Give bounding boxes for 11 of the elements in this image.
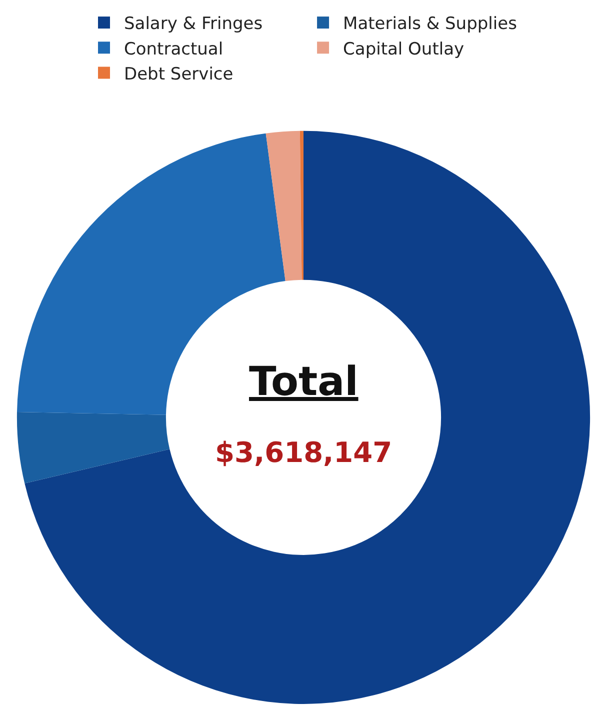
legend-label: Capital Outlay (343, 39, 464, 60)
legend-label: Salary & Fringes (124, 14, 263, 34)
donut-slice (300, 130, 304, 280)
donut-slice (266, 130, 302, 282)
legend-label: Materials & Supplies (343, 14, 518, 34)
donut-slice (24, 130, 590, 704)
text: Total (249, 359, 358, 405)
donut-slice (16, 412, 170, 484)
text: $3,618,147 (215, 436, 392, 469)
legend-label: Debt Service (124, 64, 234, 84)
legend-label: Contractual (124, 39, 224, 60)
